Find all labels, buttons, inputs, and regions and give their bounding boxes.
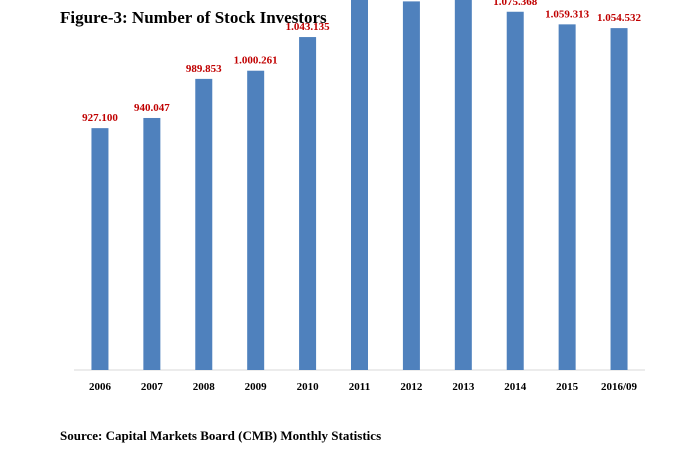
bar-2016-09 xyxy=(610,28,628,370)
data-label-2009: 1.000.261 xyxy=(234,55,278,67)
figure-title: Figure-3: Number of Stock Investors xyxy=(60,8,327,27)
data-label-2014: 1.075.368 xyxy=(493,0,538,8)
x-tick-2013: 2013 xyxy=(452,381,475,393)
x-tick-label-group: 2006 2007 2008 2009 2010 2011 2012 2013 2014 2015… xyxy=(89,381,638,393)
data-label-2006: 927.100 xyxy=(82,112,118,124)
x-tick-2015: 2015 xyxy=(556,381,579,393)
x-tick-2012: 2012 xyxy=(400,381,423,393)
bar-2015 xyxy=(558,24,576,370)
data-label-2016-09: 1.054.532 xyxy=(597,12,642,24)
bar-2008 xyxy=(195,78,213,370)
x-tick-2014: 2014 xyxy=(504,381,527,393)
bar-2011 xyxy=(351,0,368,371)
x-tick-2011: 2011 xyxy=(349,381,370,393)
x-tick-2006: 2006 xyxy=(89,381,112,393)
bar-2009 xyxy=(247,70,265,370)
bar-2007 xyxy=(143,117,161,370)
data-label-2010: 1.043.135 xyxy=(286,21,331,33)
x-tick-2007: 2007 xyxy=(141,381,164,393)
data-label-2008: 989.853 xyxy=(186,63,222,75)
bar-group xyxy=(91,0,628,371)
x-tick-2008: 2008 xyxy=(193,381,216,393)
bar-2010 xyxy=(299,37,317,371)
bar-2006 xyxy=(91,128,109,370)
bar-2012 xyxy=(402,1,420,371)
x-tick-2016-09: 2016/09 xyxy=(601,381,638,393)
data-label-2015: 1.059.313 xyxy=(545,8,590,20)
value-label-group: 927.100 940.047 989.853 1.000.261 1.043.135 1… xyxy=(82,0,641,124)
bar-2013 xyxy=(454,0,472,370)
x-tick-2009: 2009 xyxy=(245,381,268,393)
figure-source: Source: Capital Markets Board (CMB) Mont… xyxy=(60,428,382,443)
data-label-2007: 940.047 xyxy=(134,102,170,114)
bar-2014 xyxy=(506,11,524,370)
x-tick-2010: 2010 xyxy=(297,381,320,393)
